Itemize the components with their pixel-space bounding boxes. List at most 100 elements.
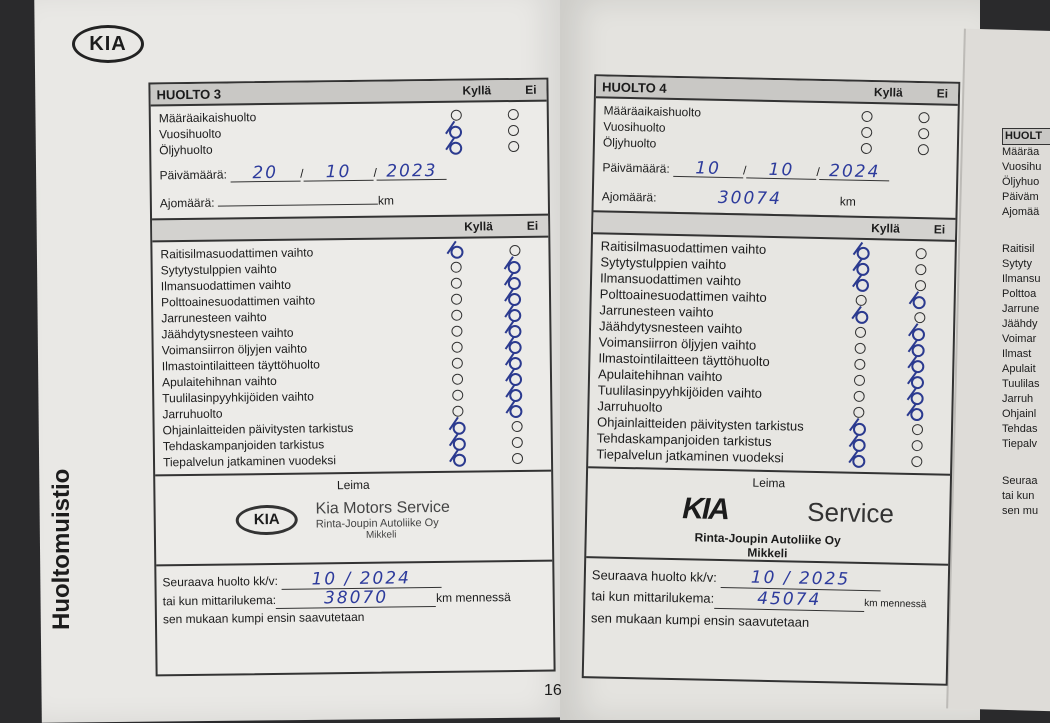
huolto4-title: HUOLTO 4 xyxy=(601,78,667,96)
checkbox-no xyxy=(910,407,924,422)
checkbox-yes xyxy=(855,310,869,325)
checkbox-no xyxy=(918,128,930,140)
stamp-kia-logo: KIA xyxy=(235,504,298,536)
checkbox-no xyxy=(508,340,522,355)
checkbox-no xyxy=(507,108,519,121)
huolto3-checklist: Raitisilmasuodattimen vaihto Sytytystulpp… xyxy=(152,238,551,475)
item-checks xyxy=(853,372,925,390)
checkbox-no xyxy=(912,295,926,310)
checkbox-no xyxy=(509,404,523,419)
checkbox-yes xyxy=(856,262,870,277)
fragment: sen mu xyxy=(1002,505,1039,517)
item-label: Jarruhuolto xyxy=(597,398,663,415)
checkbox-yes xyxy=(450,245,464,259)
checkbox-no xyxy=(508,356,522,371)
item-label: Tehdaskampanjoiden tarkistus xyxy=(162,437,325,454)
checkbox-no xyxy=(507,292,522,307)
col-no: Ei xyxy=(525,82,537,97)
date-year: 2023 xyxy=(376,161,448,182)
mileage-label: Ajomäärä: xyxy=(601,189,657,205)
fragment: tai kun xyxy=(1002,490,1035,502)
huolto3-maintenance: Määräaikaishuolto Vuosihuolto Öljyhuolto xyxy=(151,102,548,163)
checkbox-yes xyxy=(452,437,466,451)
side-title: Huoltomuistio xyxy=(48,468,75,630)
item-label: Öljyhuolto xyxy=(159,142,213,158)
list-item: Öljyhuolto xyxy=(159,138,539,159)
item-checks xyxy=(452,402,523,419)
huolto4-date-row: Päivämäärä: 10/10/2024 Ajomäärä: 30074 km xyxy=(594,154,957,218)
item-label: Jarrunesteen vaihto xyxy=(599,302,714,320)
huolto3-stamp: Leima KIA Kia Motors Service Rinta-Joupi… xyxy=(155,469,553,567)
item-checks xyxy=(854,340,925,358)
fragment: Tuulilas xyxy=(1002,378,1040,390)
item-checks xyxy=(856,260,927,277)
checkbox-no xyxy=(507,276,521,291)
huolto4-stamp: Leima KIA Service Rinta-Joupin Autoliike… xyxy=(586,466,951,566)
checkbox-no xyxy=(911,343,925,358)
km-label: km xyxy=(839,194,856,209)
fragment: Ohjainl xyxy=(1002,408,1037,420)
list-item: Tiepalvelun jatkaminen vuodeksi xyxy=(163,450,543,471)
date-year: 2024 xyxy=(819,161,890,182)
checkbox-yes xyxy=(452,389,464,401)
checkbox-yes xyxy=(452,421,466,435)
fragment: Ajomää xyxy=(1002,206,1040,218)
checkbox-no xyxy=(509,388,523,403)
item-checks xyxy=(854,324,926,342)
col-yes: Kyllä xyxy=(464,219,493,234)
logo-text: KIA xyxy=(89,32,127,55)
item-checks xyxy=(861,124,930,140)
item-checks xyxy=(861,108,930,124)
huolto4-maintenance: Määräaikaishuolto Vuosihuolto Öljyhuolto xyxy=(595,98,958,162)
fragment: Tiepalv xyxy=(1002,438,1038,450)
col-yes: Kyllä xyxy=(462,83,492,98)
page-number: 16 xyxy=(544,682,562,699)
next-service-km: 45074 xyxy=(714,587,865,612)
item-checks xyxy=(451,322,522,339)
col-no: Ei xyxy=(933,222,946,237)
fragment: Seuraa xyxy=(1002,475,1038,487)
checkbox-yes xyxy=(856,246,870,261)
checkbox-no xyxy=(910,375,925,390)
stamp-line1: Kia Motors Service xyxy=(315,498,450,518)
km-by-label: km mennessä xyxy=(435,590,511,605)
item-label: Voimansiirron öljyjen vaihto xyxy=(161,341,308,358)
item-label: Määräaikaishuolto xyxy=(603,103,702,120)
date-label: Päivämäärä: xyxy=(159,167,227,183)
checkbox-no xyxy=(508,372,523,387)
checkbox-no xyxy=(914,311,926,324)
checkbox-yes xyxy=(448,125,463,139)
huolto4-form: HUOLTO 4 Kyllä Ei Määräaikaishuolto Vuosih… xyxy=(581,74,961,686)
checkbox-no xyxy=(915,263,927,276)
item-checks xyxy=(450,242,521,259)
fragment: HUOLT xyxy=(1002,128,1050,145)
item-checks xyxy=(854,356,925,374)
fragment: Sytyty xyxy=(1002,258,1032,270)
odometer-label: tai kun mittarilukema: xyxy=(591,588,715,606)
fragment: Voimar xyxy=(1002,333,1037,345)
fragment: Jarruh xyxy=(1002,393,1034,405)
item-checks xyxy=(852,452,923,469)
item-label: Apulaitehihnan vaihto xyxy=(161,373,277,390)
checkbox-yes xyxy=(854,358,866,370)
next-service-label: Seuraava huolto kk/v: xyxy=(591,567,718,585)
stamp-kia-logo: KIA xyxy=(681,492,729,527)
kia-logo: KIA xyxy=(72,25,144,63)
huolto3-form: HUOLTO 3 Kyllä Ei Määräaikaishuolto Vuosih… xyxy=(148,77,556,677)
mileage-label: Ajomäärä: xyxy=(159,195,215,211)
item-label: Sytytystulppien vaihto xyxy=(160,261,277,278)
checkbox-yes xyxy=(452,405,464,417)
item-checks xyxy=(452,386,523,403)
checkbox-no xyxy=(917,144,929,156)
huolto3-date-row: Päivämäärä: 20/10/2023 Ajomäärä: km xyxy=(151,158,548,219)
checkbox-yes xyxy=(450,277,462,289)
fragment: Öljyhuo xyxy=(1002,176,1040,188)
checkbox-yes xyxy=(853,390,865,402)
item-label: Öljyhuolto xyxy=(602,135,657,151)
item-label: Apulaitehihnan vaihto xyxy=(597,366,723,384)
checkbox-yes xyxy=(450,109,462,121)
next-page-fragments: HUOLT Määräa Vuosihu Öljyhuo Päiväm Ajomää Rai… xyxy=(1002,128,1050,519)
fragment: Polttoa xyxy=(1002,288,1037,300)
next-service-km: 38070 xyxy=(275,588,437,609)
item-checks xyxy=(853,388,924,406)
